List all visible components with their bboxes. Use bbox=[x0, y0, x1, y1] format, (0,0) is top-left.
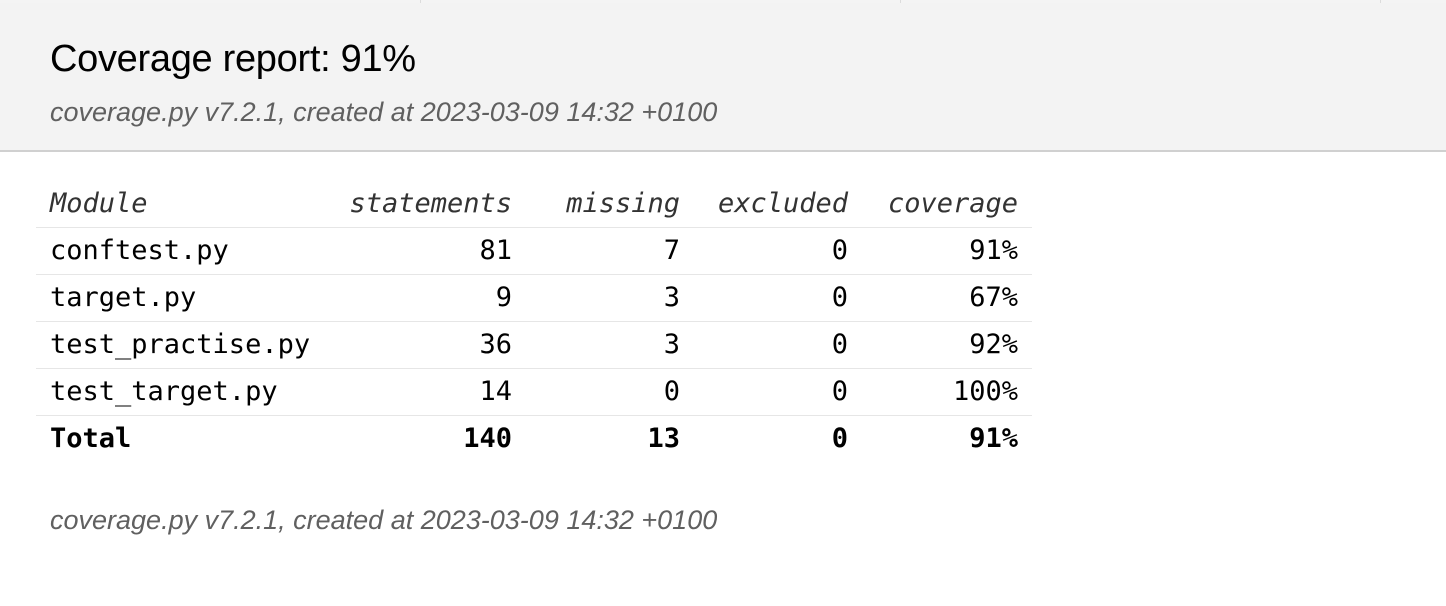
column-header-excluded[interactable]: excluded bbox=[694, 180, 862, 228]
excluded-cell: 0 bbox=[694, 368, 862, 416]
total-row: Total 140 13 0 91% bbox=[36, 415, 1032, 462]
table-row: test_target.py 14 0 0 100% bbox=[36, 368, 1032, 416]
total-excluded: 0 bbox=[831, 423, 848, 455]
coverage-cell: 92% bbox=[862, 321, 1032, 369]
missing-cell: 0 bbox=[526, 368, 694, 416]
footer-meta-text: coverage.py v7.2.1, created at 2023-03-0… bbox=[50, 505, 718, 535]
total-coverage: 91% bbox=[969, 423, 1018, 455]
column-header-coverage[interactable]: coverage bbox=[862, 180, 1032, 228]
missing-cell: 3 bbox=[526, 321, 694, 369]
module-link[interactable]: target.py bbox=[36, 274, 326, 322]
missing-cell: 3 bbox=[526, 274, 694, 322]
total-label: Total bbox=[50, 423, 132, 455]
module-link[interactable]: test_practise.py bbox=[36, 321, 326, 369]
statements-cell: 14 bbox=[326, 368, 526, 416]
total-statements: 140 bbox=[463, 423, 512, 455]
column-header-module[interactable]: Module bbox=[36, 180, 326, 228]
coverage-cell: 91% bbox=[862, 227, 1032, 275]
statements-cell: 9 bbox=[326, 274, 526, 322]
module-link[interactable]: test_target.py bbox=[36, 368, 326, 416]
tab-divider bbox=[420, 0, 421, 3]
excluded-cell: 0 bbox=[694, 321, 862, 369]
table-row: target.py 9 3 0 67% bbox=[36, 274, 1032, 322]
table-row: test_practise.py 36 3 0 92% bbox=[36, 321, 1032, 369]
table-header-row: Module statements missing excluded cover… bbox=[36, 180, 1032, 228]
header-meta-text: coverage.py v7.2.1, created at 2023-03-0… bbox=[50, 97, 718, 127]
excluded-cell: 0 bbox=[694, 227, 862, 275]
statements-cell: 36 bbox=[326, 321, 526, 369]
column-header-statements[interactable]: statements bbox=[326, 180, 526, 228]
coverage-cell: 100% bbox=[862, 368, 1032, 416]
excluded-cell: 0 bbox=[694, 274, 862, 322]
tab-divider bbox=[900, 0, 901, 3]
page-title: Coverage report: 91% bbox=[50, 38, 416, 80]
module-link[interactable]: conftest.py bbox=[36, 227, 326, 275]
table-row: conftest.py 81 7 0 91% bbox=[36, 227, 1032, 275]
report-header: Coverage report: 91% coverage.py v7.2.1,… bbox=[0, 3, 1446, 152]
tab-divider bbox=[1380, 0, 1381, 3]
column-header-missing[interactable]: missing bbox=[526, 180, 694, 228]
coverage-table: Module statements missing excluded cover… bbox=[36, 180, 1032, 462]
coverage-cell: 67% bbox=[862, 274, 1032, 322]
missing-cell: 7 bbox=[526, 227, 694, 275]
statements-cell: 81 bbox=[326, 227, 526, 275]
total-missing: 13 bbox=[647, 423, 680, 455]
